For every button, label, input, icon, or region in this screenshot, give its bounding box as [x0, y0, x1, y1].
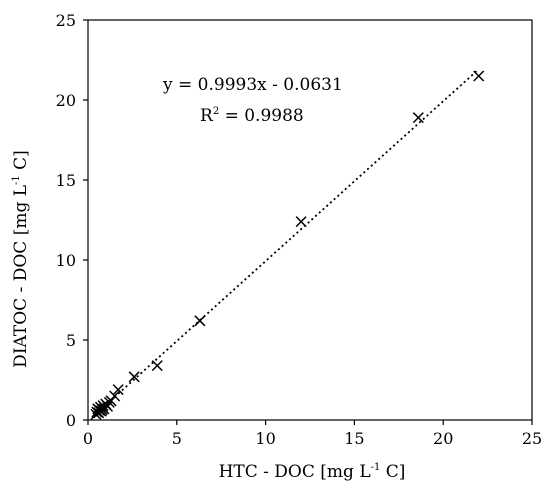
trendline	[95, 68, 480, 415]
trendline-equation: y = 0.9993x - 0.0631	[162, 75, 343, 95]
data-point	[412, 112, 424, 124]
y-axis-title: DIATOC - DOC [mg L-1 C]	[11, 150, 31, 368]
x-axis-title-main: HTC - DOC [mg L	[219, 462, 371, 482]
x-tick-label: 5	[172, 429, 182, 448]
r-squared-value: = 0.9988	[219, 106, 304, 126]
data-point	[97, 400, 109, 412]
trendline-layer	[95, 68, 480, 415]
data-points	[90, 70, 485, 420]
data-point	[295, 216, 307, 228]
data-point	[128, 371, 140, 383]
x-axis-ticks: 0 5 10 15 20 25	[83, 420, 542, 448]
r-squared-prefix: R	[200, 106, 214, 126]
x-axis-title: HTC - DOC [mg L-1 C]	[219, 462, 406, 482]
x-axis-title-tail: C]	[380, 462, 405, 482]
x-tick-label: 20	[433, 429, 453, 448]
y-axis-ticks: 0 5 10 15 20 25	[56, 11, 88, 430]
data-point	[473, 70, 485, 82]
data-point	[112, 384, 124, 396]
y-tick-label: 5	[66, 331, 76, 350]
plot-area-border	[87, 19, 533, 421]
y-tick-label: 0	[66, 411, 76, 430]
x-tick-label: 25	[522, 429, 542, 448]
y-axis-title-superscript: -1	[11, 175, 22, 185]
x-tick-label: 10	[255, 429, 275, 448]
y-axis-title-tail: C]	[11, 150, 31, 175]
r-squared-label: R2 = 0.9988	[200, 106, 304, 126]
x-axis-title-superscript: -1	[371, 462, 381, 473]
y-tick-label: 15	[56, 171, 76, 190]
data-point	[194, 315, 206, 327]
data-point	[105, 395, 117, 407]
y-tick-label: 20	[56, 91, 76, 110]
data-point	[109, 390, 121, 402]
r-squared-superscript: 2	[213, 106, 219, 117]
y-axis-title-main: DIATOC - DOC [mg L	[11, 185, 31, 368]
plot-frame	[87, 19, 533, 421]
x-tick-label: 0	[83, 429, 93, 448]
x-tick-label: 15	[344, 429, 364, 448]
y-tick-label: 25	[56, 11, 76, 30]
y-tick-label: 10	[56, 251, 76, 270]
data-point	[151, 360, 163, 372]
